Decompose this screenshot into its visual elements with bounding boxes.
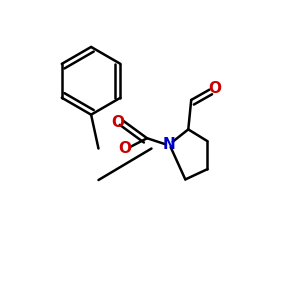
Text: O: O bbox=[111, 115, 124, 130]
Text: O: O bbox=[118, 141, 131, 156]
Text: O: O bbox=[208, 81, 221, 96]
Text: N: N bbox=[163, 136, 175, 152]
